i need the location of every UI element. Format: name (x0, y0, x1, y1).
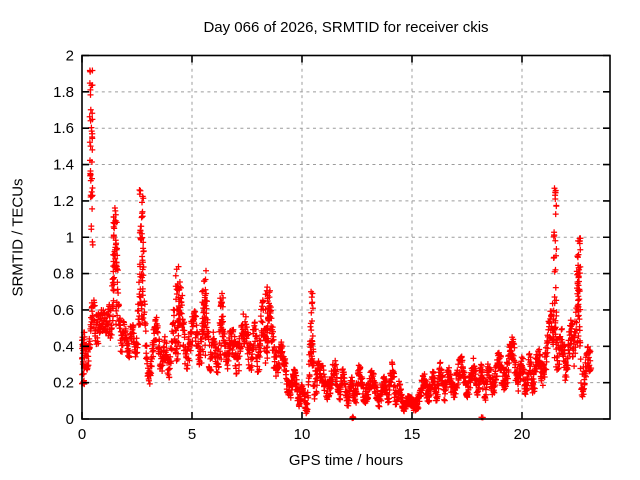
x-tick-label: 20 (514, 426, 531, 443)
y-tick-label: 0.4 (53, 338, 74, 355)
x-tick-label: 15 (404, 426, 421, 443)
x-tick-label: 0 (78, 426, 86, 443)
y-tick-label: 1.4 (53, 157, 74, 174)
y-tick-label: 1.2 (53, 193, 74, 210)
y-tick-label: 0.6 (53, 302, 74, 319)
x-tick-label: 10 (294, 426, 311, 443)
grid-lines (82, 55, 610, 419)
x-tick-label: 5 (188, 426, 196, 443)
y-tick-label: 0.8 (53, 266, 74, 283)
y-tick-label: 1 (66, 229, 74, 246)
chart-title: Day 066 of 2026, SRMTID for receiver cki… (203, 19, 489, 36)
scatter-points (79, 67, 595, 422)
y-tick-label: 2 (66, 48, 74, 65)
x-axis-label: GPS time / hours (288, 452, 404, 469)
y-tick-label: 1.6 (53, 120, 74, 137)
y-tick-label: 1.8 (53, 84, 74, 101)
y-tick-label: 0 (66, 411, 74, 428)
y-tick-label: 0.2 (53, 375, 74, 392)
axis-ticks (81, 54, 610, 420)
y-axis-label: SRMTID / TECUs (9, 178, 27, 297)
